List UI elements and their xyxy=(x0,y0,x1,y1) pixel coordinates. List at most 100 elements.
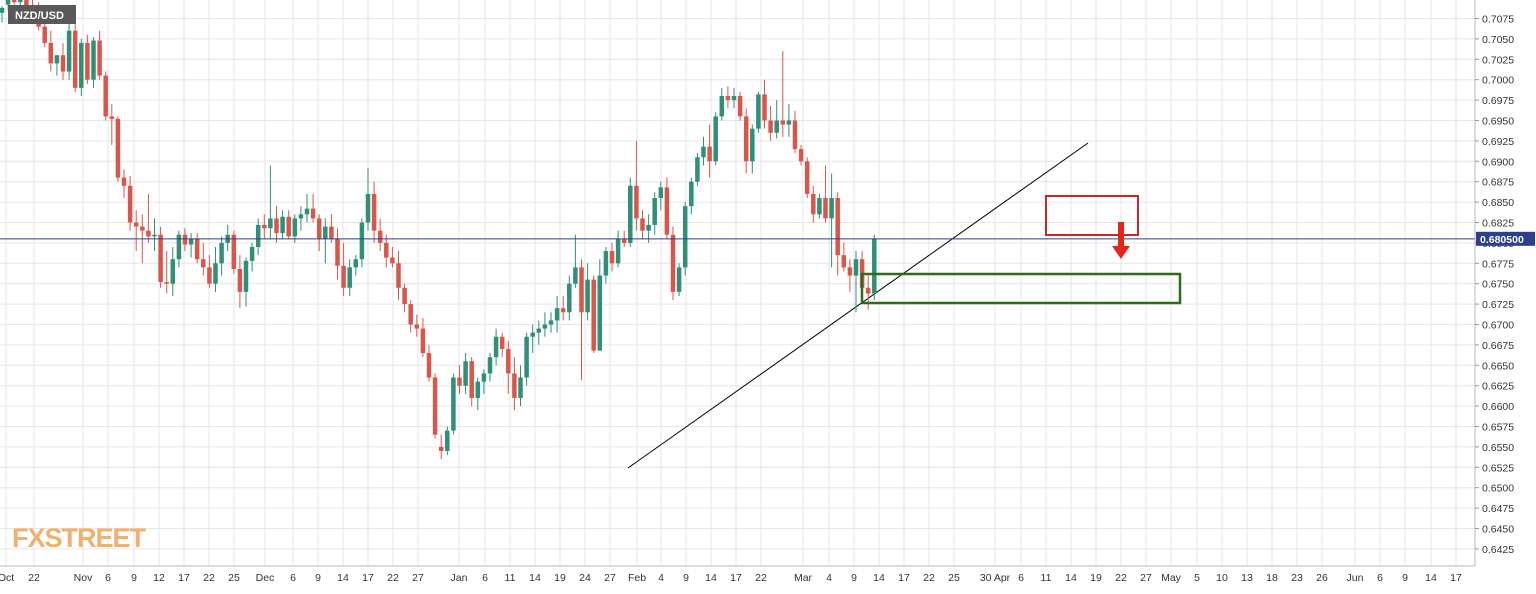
candle[interactable] xyxy=(231,230,237,274)
candle[interactable] xyxy=(554,295,560,333)
candle[interactable] xyxy=(426,344,432,382)
candle[interactable] xyxy=(97,30,102,80)
candle[interactable] xyxy=(359,218,365,268)
candle[interactable] xyxy=(493,328,499,366)
candle[interactable] xyxy=(481,369,487,394)
candle[interactable] xyxy=(786,104,792,137)
candle[interactable] xyxy=(512,357,517,411)
candle[interactable] xyxy=(115,116,121,182)
candle[interactable] xyxy=(652,192,657,235)
candle[interactable] xyxy=(48,30,54,72)
candle[interactable] xyxy=(768,105,773,141)
candle[interactable] xyxy=(146,193,151,243)
candle[interactable] xyxy=(329,214,334,243)
candle[interactable] xyxy=(823,165,828,223)
candle[interactable] xyxy=(384,234,389,268)
candle[interactable] xyxy=(847,259,853,292)
candle[interactable] xyxy=(243,257,249,307)
candle[interactable] xyxy=(249,242,255,272)
candle[interactable] xyxy=(414,314,420,337)
candle[interactable] xyxy=(347,259,352,296)
candle[interactable] xyxy=(725,86,731,109)
candle[interactable] xyxy=(646,214,651,243)
candle[interactable] xyxy=(597,259,603,351)
candle[interactable] xyxy=(731,87,737,109)
candle[interactable] xyxy=(487,353,493,382)
candle[interactable] xyxy=(103,71,108,121)
candle[interactable] xyxy=(628,177,633,247)
candle[interactable] xyxy=(560,295,566,321)
candle[interactable] xyxy=(432,373,438,439)
candle[interactable] xyxy=(341,242,346,296)
candle[interactable] xyxy=(542,312,548,337)
candle[interactable] xyxy=(176,230,182,268)
candle[interactable] xyxy=(207,255,212,288)
candle[interactable] xyxy=(469,357,474,407)
candle[interactable] xyxy=(695,153,700,186)
candle[interactable] xyxy=(85,34,90,84)
candle[interactable] xyxy=(188,233,194,258)
candle[interactable] xyxy=(506,340,511,394)
candle[interactable] xyxy=(438,434,444,460)
candle[interactable] xyxy=(335,228,340,280)
candle[interactable] xyxy=(798,144,804,166)
candle[interactable] xyxy=(152,218,157,252)
candle[interactable] xyxy=(817,193,822,219)
candle[interactable] xyxy=(591,275,596,354)
candle[interactable] xyxy=(323,218,328,264)
candle[interactable] xyxy=(792,110,798,154)
candle[interactable] xyxy=(756,91,761,133)
candle[interactable] xyxy=(262,214,267,239)
candle[interactable] xyxy=(872,234,877,301)
candle[interactable] xyxy=(170,246,176,296)
candle[interactable] xyxy=(91,37,96,88)
candle[interactable] xyxy=(353,255,359,276)
candle[interactable] xyxy=(829,173,834,268)
candle[interactable] xyxy=(835,192,840,276)
candle[interactable] xyxy=(133,210,139,252)
candle[interactable] xyxy=(79,38,84,97)
candle[interactable] xyxy=(158,226,163,288)
candle[interactable] xyxy=(213,246,218,292)
candle[interactable] xyxy=(316,214,322,252)
candle[interactable] xyxy=(762,79,767,129)
candle[interactable] xyxy=(713,112,718,166)
candle[interactable] xyxy=(853,251,859,313)
candle[interactable] xyxy=(219,236,224,276)
candle[interactable] xyxy=(676,263,682,296)
candle[interactable] xyxy=(164,251,169,294)
candle[interactable] xyxy=(280,210,285,239)
candle[interactable] xyxy=(194,233,200,264)
candle[interactable] xyxy=(750,124,755,174)
candle[interactable] xyxy=(548,312,554,333)
candle[interactable] xyxy=(615,230,621,268)
candle[interactable] xyxy=(634,140,639,231)
candle[interactable] xyxy=(737,91,743,121)
candle[interactable] xyxy=(451,373,456,435)
candle[interactable] xyxy=(255,218,261,256)
candle[interactable] xyxy=(567,275,572,321)
candle[interactable] xyxy=(536,320,542,345)
candle[interactable] xyxy=(603,246,609,284)
candle[interactable] xyxy=(371,181,377,243)
candle[interactable] xyxy=(670,226,676,301)
candle[interactable] xyxy=(396,251,401,301)
candle[interactable] xyxy=(121,169,127,199)
candle[interactable] xyxy=(420,317,426,358)
candle[interactable] xyxy=(390,246,395,268)
candle[interactable] xyxy=(109,104,115,145)
candle[interactable] xyxy=(689,177,694,215)
candle[interactable] xyxy=(304,193,310,223)
candle[interactable] xyxy=(402,283,407,313)
candle[interactable] xyxy=(463,353,468,394)
candle[interactable] xyxy=(72,18,78,92)
candle[interactable] xyxy=(377,218,383,252)
candle[interactable] xyxy=(60,42,66,80)
candle[interactable] xyxy=(743,108,749,174)
candle[interactable] xyxy=(274,206,279,243)
candle[interactable] xyxy=(11,0,17,7)
candle[interactable] xyxy=(201,242,206,276)
candle[interactable] xyxy=(499,332,505,358)
